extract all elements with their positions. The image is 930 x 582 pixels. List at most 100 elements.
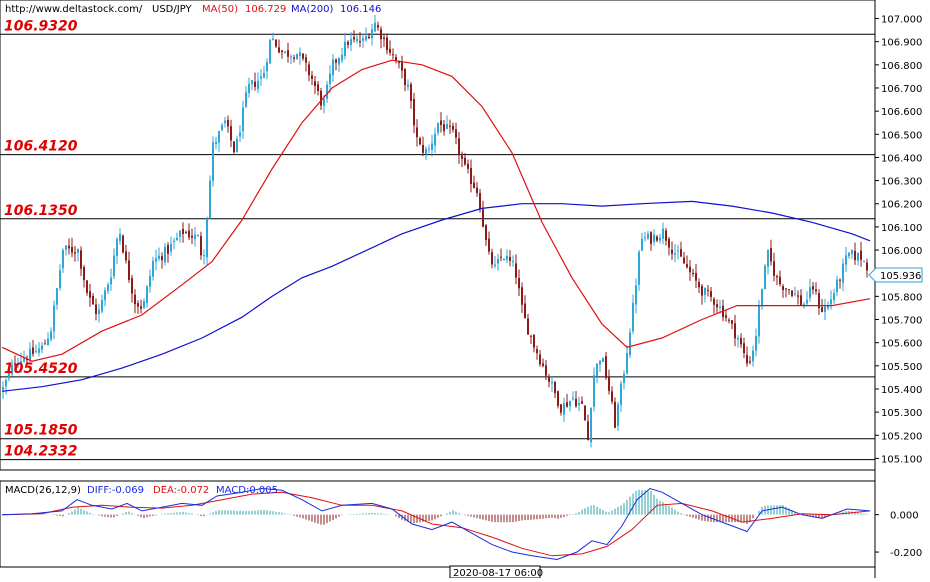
time-label: 2020-08-17 06:00 <box>453 568 543 578</box>
candle-body <box>839 279 841 281</box>
candle-body <box>185 232 187 234</box>
candle-body <box>83 267 85 281</box>
candle-body <box>197 235 199 237</box>
candle-body <box>269 40 271 64</box>
candle-body <box>644 237 646 239</box>
candle-body <box>44 343 46 345</box>
price-tick-label: 105.600 <box>881 339 922 350</box>
candle-body <box>698 282 700 288</box>
candle-body <box>383 37 385 39</box>
ma200-line <box>1 200 871 392</box>
candle-body <box>392 54 394 56</box>
candle-body <box>365 36 367 41</box>
candle-body <box>173 240 175 242</box>
candle-body <box>773 261 775 276</box>
ma200-value: 106.146 <box>340 4 381 15</box>
diff-label: DIFF:-0.069 <box>87 485 144 496</box>
price-tick-label: 105.100 <box>881 454 922 465</box>
candle-body <box>782 286 784 291</box>
candle-body <box>236 138 238 153</box>
candle-body <box>827 305 829 309</box>
candle-body <box>854 250 856 261</box>
candle-body <box>770 248 772 262</box>
candle-body <box>296 54 298 60</box>
candle-body <box>74 252 76 254</box>
candle-body <box>425 149 427 155</box>
candle-body <box>335 59 337 63</box>
price-tick-label: 105.200 <box>881 431 922 442</box>
candle-body <box>152 260 154 277</box>
candle-body <box>20 361 22 365</box>
candle-body <box>356 38 358 42</box>
candle-body <box>617 404 619 426</box>
price-axis: 107.000 106.900 106.800 106.700 106.600 106.5… <box>875 15 922 465</box>
level-label: 105.1850 <box>4 423 78 439</box>
candle-body <box>233 141 235 153</box>
candle-body <box>299 52 301 57</box>
price-tick-label: 106.900 <box>881 38 922 49</box>
current-price-label: 105.936 <box>880 271 921 282</box>
candle-body <box>203 255 205 257</box>
candle-body <box>422 144 424 153</box>
candle-body <box>758 305 760 337</box>
candle-body <box>245 92 247 107</box>
price-tick-label: 106.100 <box>881 223 922 234</box>
level-labels: 106.9320 106.4120 106.1350 105.4520 105.1850… <box>4 18 78 459</box>
candle-body <box>188 230 190 238</box>
candle-body <box>557 391 559 406</box>
candle-body <box>212 142 214 181</box>
candle-body <box>311 75 313 80</box>
candle-body <box>146 286 148 304</box>
macd-pane <box>0 480 876 568</box>
candle-body <box>497 258 499 264</box>
candle-body <box>779 276 781 285</box>
level-label: 105.4520 <box>4 361 78 377</box>
candle-body <box>116 238 118 256</box>
candle-body <box>344 41 346 57</box>
price-tick-label: 105.300 <box>881 408 922 419</box>
candle-body <box>797 295 799 297</box>
candle-body <box>170 243 172 252</box>
candle-body <box>371 29 373 39</box>
macd-tick-label: 0.000 <box>890 511 919 522</box>
candle-body <box>194 234 196 240</box>
candle-body <box>662 228 664 239</box>
candle-body <box>776 276 778 278</box>
candle-body <box>824 306 826 313</box>
candle-body <box>638 251 640 285</box>
candle-body <box>521 287 523 305</box>
candle-body <box>215 142 217 145</box>
candle-body <box>485 225 487 240</box>
candle-body <box>395 56 397 61</box>
price-tick-label: 105.700 <box>881 316 922 327</box>
candle-body <box>524 303 526 319</box>
candle-body <box>494 264 496 267</box>
current-price-marker <box>868 267 923 283</box>
candle-body <box>761 289 763 307</box>
candle-body <box>677 250 679 252</box>
candle-body <box>728 319 730 321</box>
level-label: 106.9320 <box>4 18 78 34</box>
candle-body <box>290 56 292 58</box>
candle-body <box>746 354 748 364</box>
macd-title: MACD(26,12,9) <box>5 485 81 496</box>
candle-body <box>434 133 436 146</box>
candle-body <box>641 239 643 251</box>
price-tick-label: 106.500 <box>881 130 922 141</box>
candle-body <box>545 365 547 376</box>
candle-body <box>218 131 220 143</box>
candle-body <box>464 157 466 165</box>
candle-body <box>260 76 262 79</box>
candle-body <box>866 262 868 271</box>
candle-body <box>377 24 379 28</box>
candle-body <box>413 98 415 126</box>
candle-body <box>674 253 676 255</box>
candle-body <box>278 47 280 53</box>
candle-body <box>527 318 529 335</box>
ma50-line <box>1 59 871 362</box>
candle-body <box>788 289 790 291</box>
candle-body <box>227 119 229 127</box>
candle-body <box>380 29 382 40</box>
candle-body <box>113 255 115 277</box>
